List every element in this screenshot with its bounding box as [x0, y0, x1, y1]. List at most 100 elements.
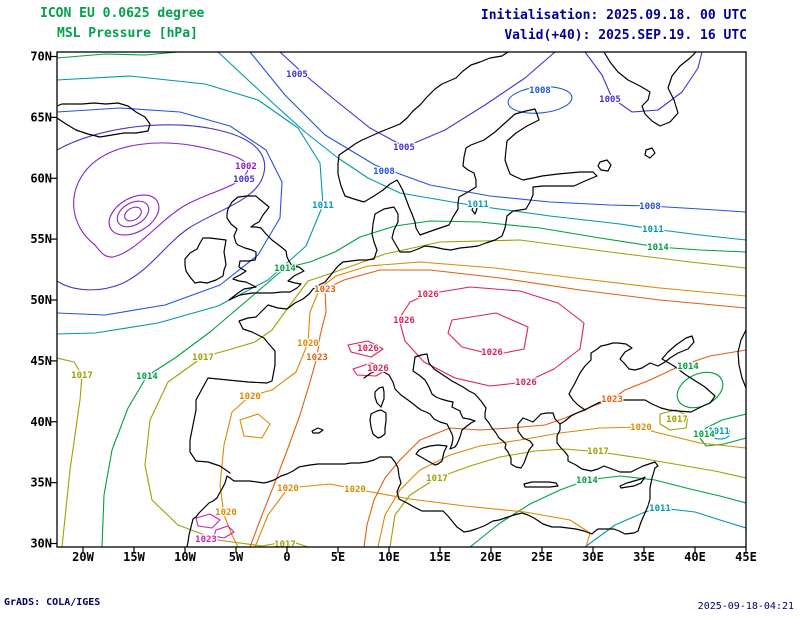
- contour-1005-a: [57, 124, 266, 291]
- contour-value-label: 1014: [136, 372, 158, 382]
- contour-1026-a: [398, 286, 585, 387]
- contour-value-label: 1023: [314, 285, 336, 295]
- contour-1023-a: [249, 269, 746, 547]
- coastline-sicily: [415, 444, 448, 466]
- contour-value-label: 1017: [71, 371, 93, 381]
- coastline-gotland: [471, 204, 478, 215]
- contour-low-inner2: [116, 200, 150, 228]
- contour-atlas-a: [195, 513, 221, 529]
- lon-tick-label: 10E: [378, 550, 400, 564]
- contour-value-label: 1014: [677, 362, 699, 372]
- coastline-italy-balkans-blacksea: [363, 335, 716, 469]
- contour-value-label: 1017: [192, 353, 214, 363]
- contour-value-label: 1005: [393, 143, 415, 153]
- lon-tick-label: 20E: [480, 550, 502, 564]
- coastline-ireland: [184, 237, 227, 284]
- contour-lines: [57, 52, 746, 547]
- model-title: ICON EU 0.0625 degree: [40, 6, 205, 21]
- lat-tick-label: 70N: [30, 50, 52, 64]
- coastline-corsica: [374, 386, 385, 408]
- lat-tick-label: 30N: [30, 537, 52, 551]
- lon-tick-label: 45E: [735, 550, 757, 564]
- contour-value-label: 1026: [515, 378, 537, 388]
- contour-1005-b: [279, 52, 556, 148]
- lon-tick-label: 10W: [174, 550, 196, 564]
- lon-tick-label: 5W: [229, 550, 244, 564]
- lon-tick-label: 25E: [531, 550, 553, 564]
- contour-value-label: 1011: [312, 201, 334, 211]
- coastline-sardinia: [369, 409, 387, 439]
- contour-value-label: 1014: [274, 264, 296, 274]
- lon-tick-label: 40E: [684, 550, 706, 564]
- generation-timestamp: 2025-09-18-04:21: [697, 601, 794, 612]
- coastlines: [57, 52, 746, 547]
- contour-low-inner3: [108, 194, 160, 236]
- contour-value-label: 1008: [639, 202, 661, 212]
- contour-1020-d: [239, 413, 271, 439]
- coastline-crete: [523, 481, 559, 488]
- contour-value-label: 1020: [215, 508, 237, 518]
- contour-atlas-b: [213, 525, 235, 539]
- contour-value-label: 1002: [235, 162, 257, 172]
- contour-1014-b: [101, 220, 746, 547]
- contour-1020-c: [377, 426, 746, 547]
- contour-1026-b: [447, 312, 529, 356]
- contour-1011-b: [217, 52, 746, 241]
- init-time: Initialisation: 2025.09.18. 00 UTC: [480, 8, 747, 23]
- contour-low-inner1: [124, 206, 142, 222]
- contour-value-label: 1011: [708, 427, 730, 437]
- lat-tick-label: 40N: [30, 415, 52, 429]
- contour-1017-a: [57, 357, 83, 547]
- contour-value-label: 1008: [529, 86, 551, 96]
- coastline-turkey-levant-africa: [186, 423, 659, 547]
- contour-labels: 1005 1008 1005 1005 1002 1005 1008 1011 1011 1008…: [70, 69, 731, 550]
- contour-value-label: 1023: [306, 353, 328, 363]
- contour-value-label: 1026: [393, 316, 415, 326]
- coastline-cyprus: [619, 476, 646, 489]
- contour-value-label: 1017: [274, 540, 296, 550]
- lat-tick-label: 50N: [30, 293, 52, 307]
- lat-tick-label: 65N: [30, 110, 52, 124]
- contour-value-label: 1023: [601, 395, 623, 405]
- contour-value-label: 1026: [417, 290, 439, 300]
- lon-tick-label: 15W: [123, 550, 145, 564]
- lat-tick-label: 35N: [30, 476, 52, 490]
- grads-credit: GrADS: COLA/IGES: [4, 597, 101, 608]
- lat-tick-label: 45N: [30, 354, 52, 368]
- contour-1011-a: [57, 75, 324, 335]
- contour-value-label: 1011: [649, 504, 671, 514]
- axis-layer: 70N 65N 60N 55N 50N 45N 40N 35N 30N 20W 15W 10W 5W 0 5…: [30, 50, 757, 565]
- contour-value-label: 1020: [239, 392, 261, 402]
- contour-value-label: 1017: [666, 415, 688, 425]
- contour-1017-c: [389, 448, 746, 547]
- lon-tick-label: 35E: [633, 550, 655, 564]
- lon-tick-label: 5E: [331, 550, 345, 564]
- lake-ladoga: [597, 159, 612, 172]
- coastline-caspian-edge: [737, 329, 746, 389]
- contour-value-label: 1020: [630, 423, 652, 433]
- contour-1023-b: [363, 349, 746, 547]
- lake-onega: [644, 147, 656, 159]
- contour-1014-a: [57, 52, 179, 59]
- contour-value-label: 1017: [426, 474, 448, 484]
- contour-value-label: 1020: [344, 485, 366, 495]
- lat-tick-label: 55N: [30, 232, 52, 246]
- contour-value-label: 1005: [233, 175, 255, 185]
- map-frame: [56, 51, 747, 548]
- contour-1011-c: [584, 507, 746, 547]
- contour-1014-e: [699, 413, 746, 447]
- run-info: Initialisation: 2025.09.18. 00 UTC Valid(…: [481, 6, 747, 46]
- contour-1026-c: [347, 340, 384, 358]
- contour-value-label: 1005: [286, 70, 308, 80]
- coastline-iceland: [57, 102, 151, 138]
- contour-1020-a: [219, 261, 746, 547]
- contour-value-label: 1020: [277, 484, 299, 494]
- contour-1005-c: [584, 52, 703, 113]
- lon-tick-label: 15E: [429, 550, 451, 564]
- coastline-white-sea: [603, 52, 697, 127]
- contour-1020-b: [254, 483, 591, 547]
- contour-value-label: 1017: [587, 447, 609, 457]
- field-title: MSL Pressure [hPa]: [57, 26, 198, 41]
